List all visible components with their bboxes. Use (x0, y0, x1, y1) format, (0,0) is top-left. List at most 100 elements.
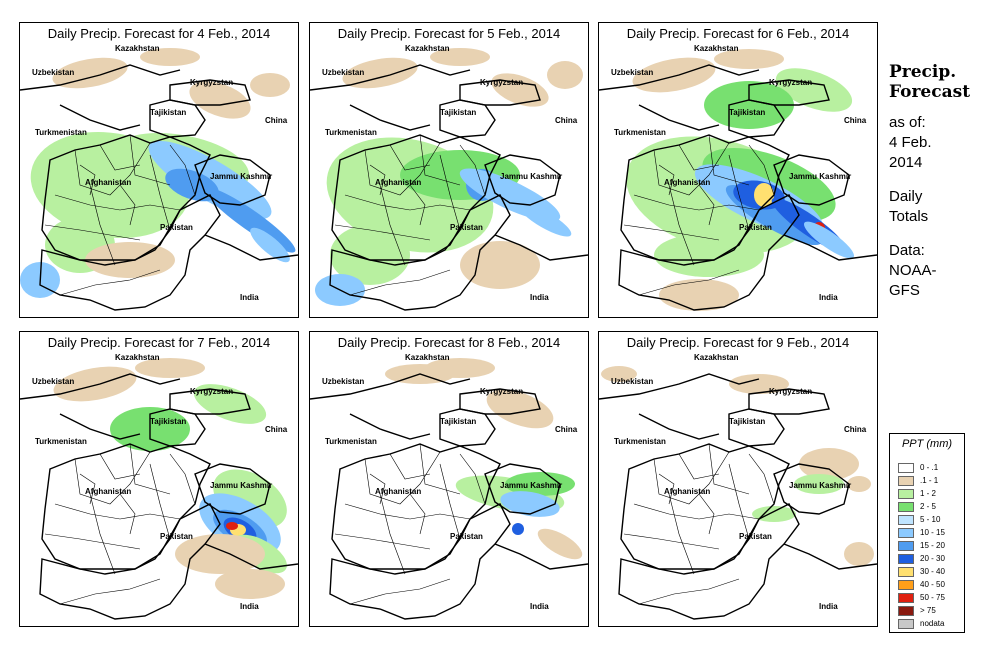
province-border (459, 144, 486, 196)
precip-cell (53, 366, 137, 402)
country-border-north (20, 64, 181, 131)
country-border-pakistan (618, 503, 800, 620)
precip-cell (175, 534, 265, 574)
label-jammu-kashmir: Jammu Kashmir (210, 481, 272, 490)
precip-cell (537, 528, 583, 560)
legend-label: 10 - 15 (920, 528, 945, 537)
province-border (349, 269, 451, 296)
forecast-panel-day5: Daily Precip. Forecast for 5 Feb., 2014 … (309, 22, 589, 318)
legend-entry: .1 - 1 (898, 476, 962, 486)
label-china: China (555, 116, 578, 125)
province-border (54, 194, 181, 211)
precip-cell (250, 73, 290, 97)
legend-label: 5 - 10 (920, 515, 941, 524)
borders (310, 64, 588, 311)
label-turkmenistan: Turkmenistan (35, 437, 87, 446)
province-border (698, 493, 715, 535)
province-border (633, 194, 760, 211)
forecast-panel-day9: Daily Precip. Forecast for 9 Feb., 2014 … (598, 331, 878, 627)
country-border-kyrgyzstan (459, 388, 541, 415)
label-turkmenistan: Turkmenistan (325, 437, 377, 446)
province-border (89, 493, 116, 575)
legend-entry: 1 - 2 (898, 489, 962, 499)
country-border-kashmir (194, 463, 271, 515)
legend-label: 2 - 5 (920, 502, 937, 511)
legend-label: nodata (920, 619, 945, 628)
province-border (409, 184, 426, 226)
country-border-pakistan (618, 194, 800, 311)
precip-cell (505, 472, 575, 496)
forecast-panel-day8: Daily Precip. Forecast for 8 Feb., 2014 … (309, 331, 589, 627)
data-line3: GFS (889, 282, 920, 299)
province-border (44, 533, 141, 550)
label-pakistan: Pakistan (739, 223, 772, 232)
country-border-india (204, 543, 298, 570)
province-border (169, 144, 196, 196)
legend-entry: 30 - 40 (898, 567, 962, 577)
precip-cell (430, 48, 490, 66)
province-border (344, 194, 471, 211)
country-border-kashmir (773, 154, 850, 206)
province-border (74, 142, 151, 196)
label-tajikistan: Tajikistan (150, 417, 186, 426)
legend-label: 20 - 30 (920, 554, 945, 563)
province-border (623, 224, 720, 241)
label-tajikistan: Tajikistan (440, 417, 476, 426)
label-turkmenistan: Turkmenistan (614, 128, 666, 137)
legend-swatch (898, 515, 914, 525)
asof-block: as of: 4 Feb. 2014 (889, 113, 981, 173)
legend-entry: 40 - 50 (898, 580, 962, 590)
heading-line1: Precip. (889, 62, 957, 82)
label-afghanistan: Afghanistan (85, 487, 131, 496)
precip-map-day5: Kazakhstan Uzbekistan Kyrgyzstan Tajikistan… (310, 45, 588, 317)
precip-cell (52, 57, 128, 89)
country-border-kyrgyzstan (748, 388, 830, 415)
province-border (74, 451, 151, 505)
province-border (653, 451, 730, 505)
label-afghanistan: Afghanistan (85, 178, 131, 187)
legend-entry: 10 - 15 (898, 528, 962, 538)
province-border (678, 453, 720, 480)
country-border-north (310, 373, 471, 440)
country-border-india (494, 543, 588, 570)
legend-swatch (898, 541, 914, 551)
sidebar-heading: Precip. Forecast (889, 62, 981, 102)
precip-cell (804, 221, 854, 259)
legend-swatch (898, 606, 914, 616)
asof-line2: 4 Feb. (889, 134, 932, 151)
precip-cell (342, 57, 418, 89)
country-border-india (783, 234, 877, 261)
province-border (409, 493, 426, 535)
borders (20, 64, 298, 311)
province-border (748, 453, 775, 505)
province-border (54, 503, 181, 520)
label-pakistan: Pakistan (160, 532, 193, 541)
precip-cell (460, 241, 540, 289)
legend-entry: 5 - 10 (898, 515, 962, 525)
label-china: China (555, 425, 578, 434)
country-border-pakistan (39, 503, 221, 620)
label-pakistan: Pakistan (739, 532, 772, 541)
country-border-india (204, 234, 298, 261)
province-border (334, 533, 431, 550)
precip-cell (491, 73, 549, 107)
panel-title: Daily Precip. Forecast for 4 Feb., 2014 (20, 23, 298, 46)
country-border-kashmir (194, 154, 271, 206)
country-border-kyrgyzstan (169, 388, 251, 415)
totals-block: Daily Totals (889, 187, 981, 227)
label-china: China (844, 425, 867, 434)
legend-swatch (898, 476, 914, 486)
label-afghanistan: Afghanistan (664, 487, 710, 496)
legend-label: > 75 (920, 606, 936, 615)
borders (310, 373, 588, 620)
precip-cell (215, 569, 285, 599)
precip-cell (512, 523, 524, 535)
asof-line3: 2014 (889, 154, 923, 171)
label-jammu-kashmir: Jammu Kashmir (500, 172, 562, 181)
precip-map-day8: Kazakhstan Uzbekistan Kyrgyzstan Tajikistan… (310, 354, 588, 626)
label-uzbekistan: Uzbekistan (611, 68, 653, 77)
province-border (364, 451, 441, 505)
panel-title: Daily Precip. Forecast for 8 Feb., 2014 (310, 332, 588, 355)
label-afghanistan: Afghanistan (375, 487, 421, 496)
panel-title: Daily Precip. Forecast for 9 Feb., 2014 (599, 332, 877, 355)
